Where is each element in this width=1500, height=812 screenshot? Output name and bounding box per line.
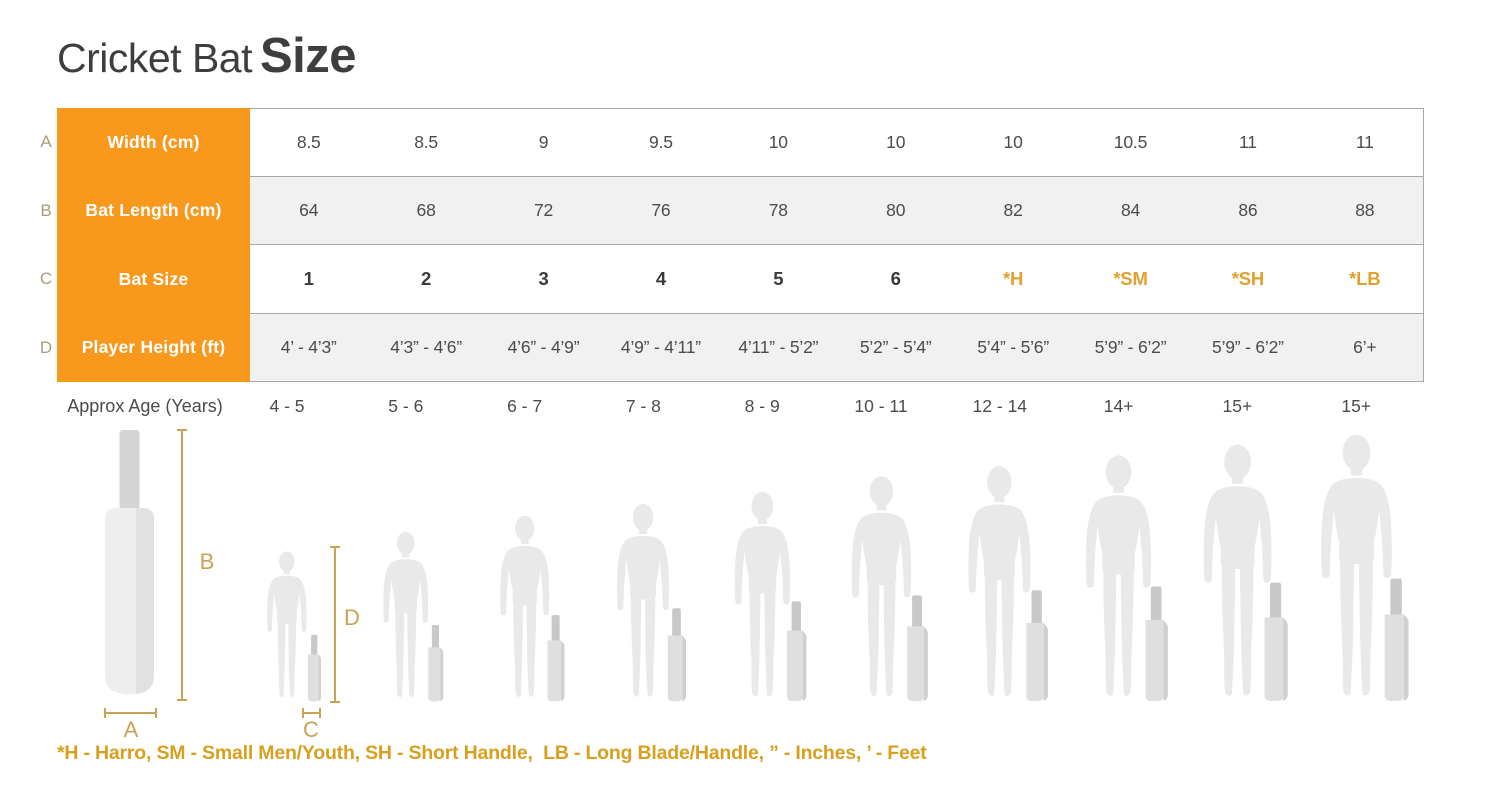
cell-C-4: 4 xyxy=(602,245,720,314)
cell-C-5: 5 xyxy=(719,245,837,314)
cell-B-8: 84 xyxy=(1071,176,1190,245)
age-value-1: 4 - 5 xyxy=(269,396,305,416)
cell-B-10: 88 xyxy=(1306,176,1424,245)
dimension-label-b: B xyxy=(199,549,215,574)
age-row-label: Approx Age (Years) xyxy=(67,396,223,416)
cell-A-3: 9 xyxy=(484,108,603,177)
footnote: *H - Harro, SM - Small Men/Youth, SH - S… xyxy=(57,742,927,764)
dimension-label-c: C xyxy=(303,717,319,742)
cell-C-8: *SM xyxy=(1071,245,1190,314)
row-label-A: Width (cm) xyxy=(57,108,250,177)
page-title-regular: Cricket Bat xyxy=(57,35,253,81)
age-value-6: 10 - 11 xyxy=(854,396,908,416)
row-letter-C: C xyxy=(39,269,53,289)
cell-A-1: 8.5 xyxy=(250,108,368,177)
dimension-label-a: A xyxy=(123,717,139,742)
cell-B-6: 80 xyxy=(837,176,955,245)
cell-D-4: 4’9” - 4’11” xyxy=(602,313,720,382)
row-letter-D: D xyxy=(39,337,53,357)
age-value-7: 12 - 14 xyxy=(972,396,1028,416)
cell-A-4: 9.5 xyxy=(602,108,720,177)
bat-silhouette-4 xyxy=(665,607,688,702)
age-value-3: 6 - 7 xyxy=(507,396,543,416)
row-label-C: Bat Size xyxy=(57,245,250,314)
cell-C-9: *SH xyxy=(1189,245,1307,314)
cell-D-8: 5’9” - 6’2” xyxy=(1071,313,1190,382)
dimension-line-c xyxy=(302,708,321,718)
bat-silhouette-7 xyxy=(1023,589,1050,702)
cell-D-1: 4’ - 4’3” xyxy=(250,313,368,382)
large-cricket-bat-illustration xyxy=(102,427,157,700)
cell-A-8: 10.5 xyxy=(1071,108,1190,177)
bat-silhouette-10 xyxy=(1381,577,1411,702)
cell-A-2: 8.5 xyxy=(367,108,485,177)
cell-D-2: 4’3” - 4’6” xyxy=(367,313,485,382)
age-value-8: 14+ xyxy=(1103,396,1134,416)
cell-D-6: 5’2” - 5’4” xyxy=(837,313,955,382)
cell-A-9: 11 xyxy=(1189,108,1307,177)
cell-B-4: 76 xyxy=(602,176,720,245)
row-label-D: Player Height (ft) xyxy=(57,313,250,382)
age-value-10: 15+ xyxy=(1341,396,1372,416)
bat-silhouette-9 xyxy=(1261,581,1290,702)
dimension-label-d: D xyxy=(344,605,360,630)
cell-C-3: 3 xyxy=(484,245,603,314)
dimension-line-b xyxy=(177,429,187,701)
cell-C-2: 2 xyxy=(367,245,485,314)
cell-D-10: 6’+ xyxy=(1306,313,1424,382)
bat-silhouette-2 xyxy=(426,624,445,702)
age-value-4: 7 - 8 xyxy=(625,396,661,416)
cell-C-7: *H xyxy=(954,245,1072,314)
age-value-2: 5 - 6 xyxy=(388,396,424,416)
page-title-bold: Size xyxy=(260,29,357,83)
row-label-B: Bat Length (cm) xyxy=(57,176,250,245)
cell-D-7: 5’4” - 5’6” xyxy=(954,313,1072,382)
bat-silhouette-8 xyxy=(1142,585,1170,702)
cell-B-1: 64 xyxy=(250,176,368,245)
cell-B-2: 68 xyxy=(367,176,485,245)
cell-D-9: 5’9” - 6’2” xyxy=(1189,313,1307,382)
row-letter-B: B xyxy=(40,200,52,220)
cell-D-3: 4’6” - 4’9” xyxy=(484,313,603,382)
cell-B-7: 82 xyxy=(954,176,1072,245)
cell-C-1: 1 xyxy=(250,245,368,314)
cell-A-6: 10 xyxy=(837,108,955,177)
cell-B-3: 72 xyxy=(484,176,603,245)
cell-C-6: 6 xyxy=(837,245,955,314)
row-letter-A: A xyxy=(40,132,52,152)
bat-silhouette-5 xyxy=(784,600,809,702)
cell-B-5: 78 xyxy=(719,176,837,245)
dimension-line-d xyxy=(330,546,340,703)
bat-silhouette-3 xyxy=(545,614,566,702)
cell-A-5: 10 xyxy=(719,108,837,177)
age-value-5: 8 - 9 xyxy=(744,396,780,416)
page-title: Cricket Bat Size xyxy=(57,28,357,84)
cell-A-10: 11 xyxy=(1306,108,1424,177)
bat-silhouette-6 xyxy=(904,594,930,702)
cell-D-5: 4’11” - 5’2” xyxy=(719,313,837,382)
bat-silhouette-1 xyxy=(306,634,322,702)
age-value-9: 15+ xyxy=(1222,396,1253,416)
cell-C-10: *LB xyxy=(1306,245,1424,314)
cell-B-9: 86 xyxy=(1189,176,1307,245)
dimension-line-a xyxy=(104,708,157,718)
cell-A-7: 10 xyxy=(954,108,1072,177)
size-table: A Width (cm) 8.5 8.5 9 9.5 10 10 10 10.5 11 11 B Bat … xyxy=(35,108,1424,382)
